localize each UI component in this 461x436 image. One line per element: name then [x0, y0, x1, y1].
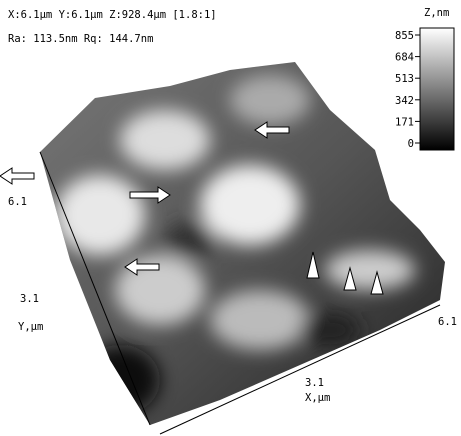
header-line: Ra: 113.5nm Rq: 144.7nm: [8, 33, 153, 45]
axis-tick: 6.1: [438, 316, 457, 328]
surface: [40, 62, 445, 425]
axis-label: Y,µm: [18, 321, 43, 333]
colorbar-tick: 0: [408, 138, 414, 150]
axis-label: X,µm: [305, 392, 330, 404]
colorbar-tick: 684: [395, 52, 414, 64]
colorbar: [420, 28, 454, 150]
colorbar-tick: 342: [395, 95, 414, 107]
colorbar-title: Z,nm: [424, 7, 449, 19]
header-line: X:6.1µm Y:6.1µm Z:928.4µm [1.8:1]: [8, 9, 217, 21]
axis-tick: 6.1: [8, 196, 27, 208]
afm-image: X:6.1µm Y:6.1µm Z:928.4µm [1.8:1] Ra: 11…: [0, 0, 461, 436]
colorbar-tick: 513: [395, 73, 414, 85]
axis-tick: 3.1: [305, 377, 324, 389]
axis-tick: 3.1: [20, 293, 39, 305]
colorbar-tick: 855: [395, 30, 414, 42]
colorbar-tick: 171: [395, 116, 414, 128]
